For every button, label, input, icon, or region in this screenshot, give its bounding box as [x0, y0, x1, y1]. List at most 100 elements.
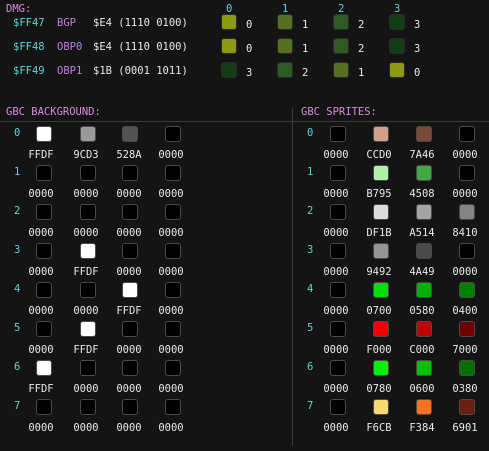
gbc-gbc_bg-color-swatch[interactable] [80, 360, 96, 376]
dmg-color-swatch[interactable] [333, 14, 349, 30]
gbc-gbc_bg-color-swatch[interactable] [36, 165, 52, 181]
gbc-gbc_sprites-color-swatch[interactable] [459, 204, 475, 220]
gbc-gbc_sprites-color-swatch[interactable] [416, 282, 432, 298]
gbc-gbc_sprites-color-swatch[interactable] [330, 360, 346, 376]
gbc-gbc_bg-color-swatch[interactable] [36, 126, 52, 142]
gbc-gbc_bg-color-swatch[interactable] [122, 282, 138, 298]
dmg-register-name: BGP [57, 17, 76, 29]
gbc-gbc_bg-palette-index: 5 [14, 322, 21, 334]
dmg-color-swatch[interactable] [221, 38, 237, 54]
gbc-gbc_bg-color-swatch[interactable] [122, 399, 138, 415]
gbc-gbc_bg-color-swatch[interactable] [165, 204, 181, 220]
gbc-gbc_bg-color-value: FFDF [73, 266, 99, 278]
gbc-gbc_bg-color-swatch[interactable] [165, 165, 181, 181]
gbc-gbc_bg-color-swatch[interactable] [165, 360, 181, 376]
gbc-gbc_sprites-color-swatch[interactable] [373, 399, 389, 415]
gbc-gbc_sprites-color-value: 9492 [366, 266, 392, 278]
gbc-gbc_sprites-color-swatch[interactable] [416, 360, 432, 376]
gbc-gbc_bg-color-swatch[interactable] [165, 243, 181, 259]
gbc-gbc_sprites-color-swatch[interactable] [373, 360, 389, 376]
gbc-gbc_bg-color-swatch[interactable] [122, 126, 138, 142]
gbc-gbc_bg-color-swatch[interactable] [36, 360, 52, 376]
gbc-gbc_sprites-color-swatch[interactable] [330, 126, 346, 142]
dmg-color-swatch[interactable] [333, 38, 349, 54]
gbc-gbc_sprites-color-swatch[interactable] [459, 165, 475, 181]
gbc-gbc_bg-color-swatch[interactable] [80, 165, 96, 181]
gbc-gbc_bg-color-swatch[interactable] [80, 243, 96, 259]
gbc-gbc_bg-color-swatch[interactable] [80, 204, 96, 220]
gbc-gbc_bg-color-swatch[interactable] [36, 243, 52, 259]
gbc-gbc_bg-color-swatch[interactable] [122, 360, 138, 376]
dmg-color-swatch[interactable] [389, 62, 405, 78]
gbc-gbc_bg-color-swatch[interactable] [122, 321, 138, 337]
dmg-color-swatch[interactable] [277, 62, 293, 78]
gbc-gbc_bg-color-value: 0000 [158, 227, 184, 239]
gbc-gbc_bg-color-swatch[interactable] [122, 165, 138, 181]
gbc-gbc_bg-color-value: 0000 [158, 344, 184, 356]
gbc-gbc_sprites-color-swatch[interactable] [373, 321, 389, 337]
gbc-gbc_sprites-title: GBC SPRITES: [301, 106, 377, 118]
gbc-gbc_sprites-color-swatch[interactable] [373, 204, 389, 220]
dmg-color-swatch[interactable] [221, 14, 237, 30]
dmg-register-address: $FF47 [13, 17, 45, 29]
gbc-gbc_bg-color-swatch[interactable] [165, 126, 181, 142]
gbc-gbc_sprites-color-swatch[interactable] [416, 243, 432, 259]
gbc-gbc_sprites-color-swatch[interactable] [373, 126, 389, 142]
gbc-gbc_bg-color-value: 0000 [116, 422, 142, 434]
dmg-color-swatch[interactable] [277, 38, 293, 54]
gbc-gbc_sprites-color-value: 0380 [452, 383, 478, 395]
gbc-gbc_bg-color-swatch[interactable] [36, 321, 52, 337]
dmg-register-name: OBP0 [57, 41, 83, 53]
gbc-gbc_sprites-color-value: 0000 [323, 188, 349, 200]
gbc-gbc_sprites-color-swatch[interactable] [330, 243, 346, 259]
gbc-gbc_sprites-color-swatch[interactable] [459, 126, 475, 142]
gbc-gbc_sprites-color-swatch[interactable] [416, 204, 432, 220]
gbc-gbc_bg-color-value: 528A [116, 149, 142, 161]
gbc-gbc_bg-color-value: 0000 [73, 383, 99, 395]
dmg-register-value: $1B (0001 1011) [93, 65, 188, 77]
dmg-color-swatch[interactable] [389, 38, 405, 54]
gbc-gbc_bg-color-swatch[interactable] [80, 399, 96, 415]
gbc-gbc_bg-color-swatch[interactable] [122, 204, 138, 220]
gbc-gbc_sprites-color-swatch[interactable] [330, 399, 346, 415]
dmg-color-swatch[interactable] [277, 14, 293, 30]
gbc-gbc_sprites-color-swatch[interactable] [373, 243, 389, 259]
gbc-gbc_sprites-color-swatch[interactable] [459, 243, 475, 259]
gbc-gbc_sprites-color-swatch[interactable] [416, 165, 432, 181]
gbc-gbc_sprites-color-value: 0400 [452, 305, 478, 317]
gbc-gbc_sprites-color-swatch[interactable] [330, 282, 346, 298]
gbc-gbc_sprites-color-value: 4508 [409, 188, 435, 200]
gbc-gbc_sprites-color-swatch[interactable] [373, 165, 389, 181]
dmg-color-swatch[interactable] [389, 14, 405, 30]
gbc-gbc_sprites-color-swatch[interactable] [330, 321, 346, 337]
gbc-gbc_sprites-color-value: 7000 [452, 344, 478, 356]
gbc-gbc_sprites-color-swatch[interactable] [330, 204, 346, 220]
gbc-gbc_bg-color-swatch[interactable] [165, 282, 181, 298]
dmg-color-index: 1 [302, 19, 309, 31]
gbc-gbc_bg-color-swatch[interactable] [165, 399, 181, 415]
dmg-color-index: 1 [302, 43, 309, 55]
gbc-gbc_sprites-color-swatch[interactable] [459, 282, 475, 298]
gbc-gbc_sprites-color-swatch[interactable] [459, 321, 475, 337]
gbc-gbc_bg-palette-index: 6 [14, 361, 21, 373]
gbc-gbc_bg-color-swatch[interactable] [122, 243, 138, 259]
gbc-gbc_sprites-color-swatch[interactable] [459, 360, 475, 376]
gbc-gbc_sprites-color-swatch[interactable] [459, 399, 475, 415]
gbc-gbc_sprites-color-value: 0000 [323, 266, 349, 278]
gbc-gbc_sprites-color-swatch[interactable] [416, 321, 432, 337]
gbc-gbc_sprites-color-swatch[interactable] [416, 399, 432, 415]
gbc-gbc_sprites-color-swatch[interactable] [330, 165, 346, 181]
gbc-gbc_sprites-color-value: 4A49 [409, 266, 435, 278]
gbc-gbc_bg-color-swatch[interactable] [80, 126, 96, 142]
gbc-gbc_bg-color-swatch[interactable] [80, 321, 96, 337]
gbc-gbc_bg-color-swatch[interactable] [36, 204, 52, 220]
gbc-gbc_sprites-color-swatch[interactable] [373, 282, 389, 298]
gbc-gbc_sprites-color-value: 0000 [323, 305, 349, 317]
dmg-color-swatch[interactable] [333, 62, 349, 78]
dmg-color-swatch[interactable] [221, 62, 237, 78]
gbc-gbc_bg-color-swatch[interactable] [80, 282, 96, 298]
gbc-gbc_bg-color-swatch[interactable] [165, 321, 181, 337]
gbc-gbc_bg-color-swatch[interactable] [36, 399, 52, 415]
gbc-gbc_sprites-color-swatch[interactable] [416, 126, 432, 142]
gbc-gbc_bg-color-swatch[interactable] [36, 282, 52, 298]
